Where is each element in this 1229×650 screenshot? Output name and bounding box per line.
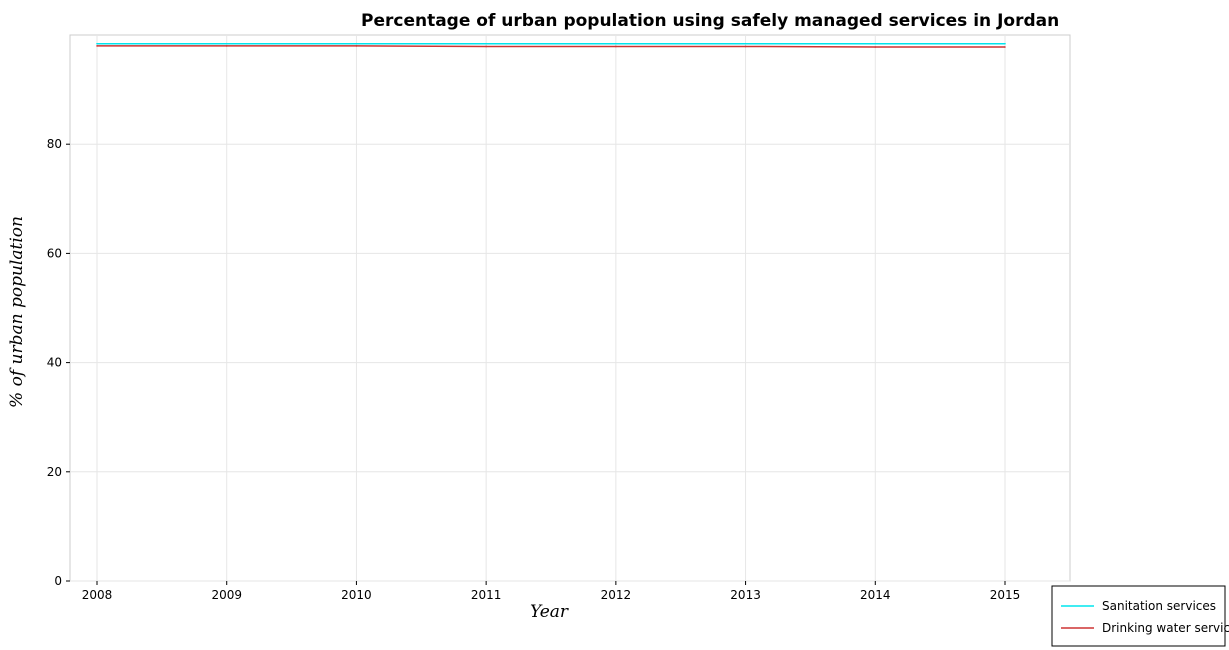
plot-area	[69, 34, 1071, 582]
data-point	[96, 45, 98, 47]
x-tick-label: 2015	[990, 588, 1021, 602]
x-tick-label: 2010	[341, 588, 372, 602]
grid	[70, 35, 1070, 582]
y-tick-label: 40	[47, 356, 62, 370]
legend: Sanitation services Drinking water servi…	[1051, 585, 1229, 647]
y-axis: 0 20 40 60 80	[47, 137, 70, 588]
x-tick-label: 2008	[82, 588, 113, 602]
data-point	[874, 46, 877, 48]
data-point	[744, 45, 747, 48]
data-point	[485, 45, 487, 48]
y-tick-label: 60	[47, 246, 62, 260]
data-point	[225, 42, 228, 45]
y-axis-label: % of urban population	[7, 216, 27, 408]
x-tick-label: 2013	[730, 588, 761, 602]
data-point	[1004, 42, 1006, 45]
data-point	[874, 42, 877, 45]
legend-box	[1051, 585, 1226, 647]
legend-label-drinking-water: Drinking water services	[1102, 621, 1229, 635]
y-tick-label: 20	[47, 465, 62, 479]
x-tick-label: 2011	[471, 588, 502, 602]
x-tick-label: 2009	[211, 588, 242, 602]
data-point	[355, 45, 358, 47]
data-point	[485, 42, 487, 45]
data-point	[744, 42, 747, 45]
chart-title: Percentage of urban population using saf…	[361, 11, 1059, 31]
x-tick-label: 2012	[601, 588, 632, 602]
y-tick-label: 80	[47, 137, 62, 151]
y-tick-label: 0	[54, 574, 62, 588]
data-point	[1004, 46, 1006, 48]
x-axis-label: Year	[530, 602, 569, 622]
data-point	[355, 42, 358, 45]
series-line-drinking-water	[97, 45, 1005, 48]
data-point	[615, 42, 617, 45]
x-tick-label: 2014	[860, 588, 891, 602]
legend-label-sanitation: Sanitation services	[1102, 599, 1216, 613]
series-layer	[96, 42, 1006, 48]
data-point	[96, 42, 98, 45]
data-point	[615, 45, 617, 48]
x-axis: 2008 2009 2010 2011 2012 2013 2014 2015	[82, 581, 1021, 602]
data-point	[225, 45, 228, 47]
